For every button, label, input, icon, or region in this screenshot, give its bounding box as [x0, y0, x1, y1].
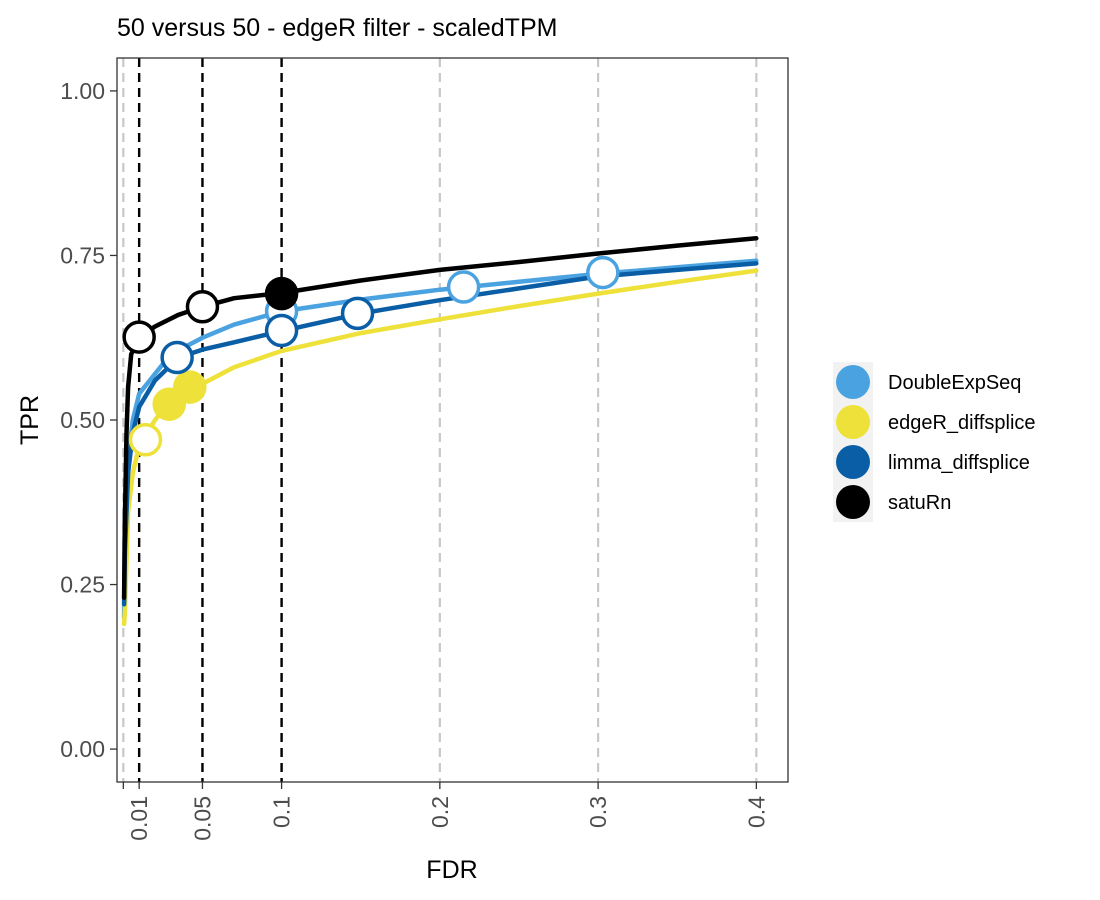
- series-0-point-1: [446, 270, 481, 304]
- series-2-point-0: [160, 340, 194, 375]
- legend-label-1: edgeR_diffsplice: [888, 412, 1036, 434]
- legend-key-3: [836, 485, 870, 519]
- x-tick-label-3: 0.1: [269, 796, 295, 828]
- legend-label-2: limma_diffsplice: [888, 452, 1030, 474]
- legend-label-0: DoubleExpSeq: [888, 372, 1021, 394]
- x-tick-label-6: 0.4: [743, 796, 769, 828]
- series-2-point-1: [264, 313, 299, 348]
- series-line-2: [121, 261, 759, 607]
- series-3-point-2: [264, 276, 299, 311]
- plot-panel-border: [116, 57, 789, 783]
- y-tick-label-2: 0.50: [60, 407, 105, 433]
- y-tick-label-0: 0.00: [60, 736, 105, 762]
- x-tick-label-1: 0.01: [126, 796, 152, 841]
- series-1-point-2: [173, 370, 207, 404]
- plot-area: 0.00 0.25 0.50 0.75 1.00 0.01 0.05 0.1 0.2 0.3 0.4: [60, 57, 789, 841]
- legend-key-1: [836, 405, 870, 439]
- legend-key-0: [836, 365, 870, 399]
- series-line-1: [121, 268, 759, 627]
- legend-label-3: satuRn: [888, 492, 951, 514]
- series-3-point-0: [122, 320, 156, 354]
- x-tick-label-2: 0.05: [189, 796, 215, 841]
- legend: DoubleExpSeq edgeR_diffsplice limma_diffsp…: [833, 362, 1036, 522]
- x-tick-label-5: 0.3: [585, 796, 611, 828]
- legend-key-2: [836, 445, 870, 479]
- series-1-point-0: [128, 422, 163, 457]
- chart-title: 50 versus 50 - edgeR filter - scaledTPM: [117, 14, 557, 42]
- y-tick-label-1: 0.25: [60, 572, 105, 598]
- y-tick-label-3: 0.75: [60, 242, 105, 268]
- x-axis-title: FDR: [426, 856, 477, 884]
- series-3-point-1: [185, 290, 220, 324]
- series-2-point-2: [340, 296, 375, 331]
- series-0-point-2: [586, 255, 620, 290]
- x-tick-label-4: 0.2: [427, 796, 453, 828]
- y-tick-label-4: 1.00: [60, 78, 105, 104]
- y-axis-title: TPR: [16, 395, 44, 445]
